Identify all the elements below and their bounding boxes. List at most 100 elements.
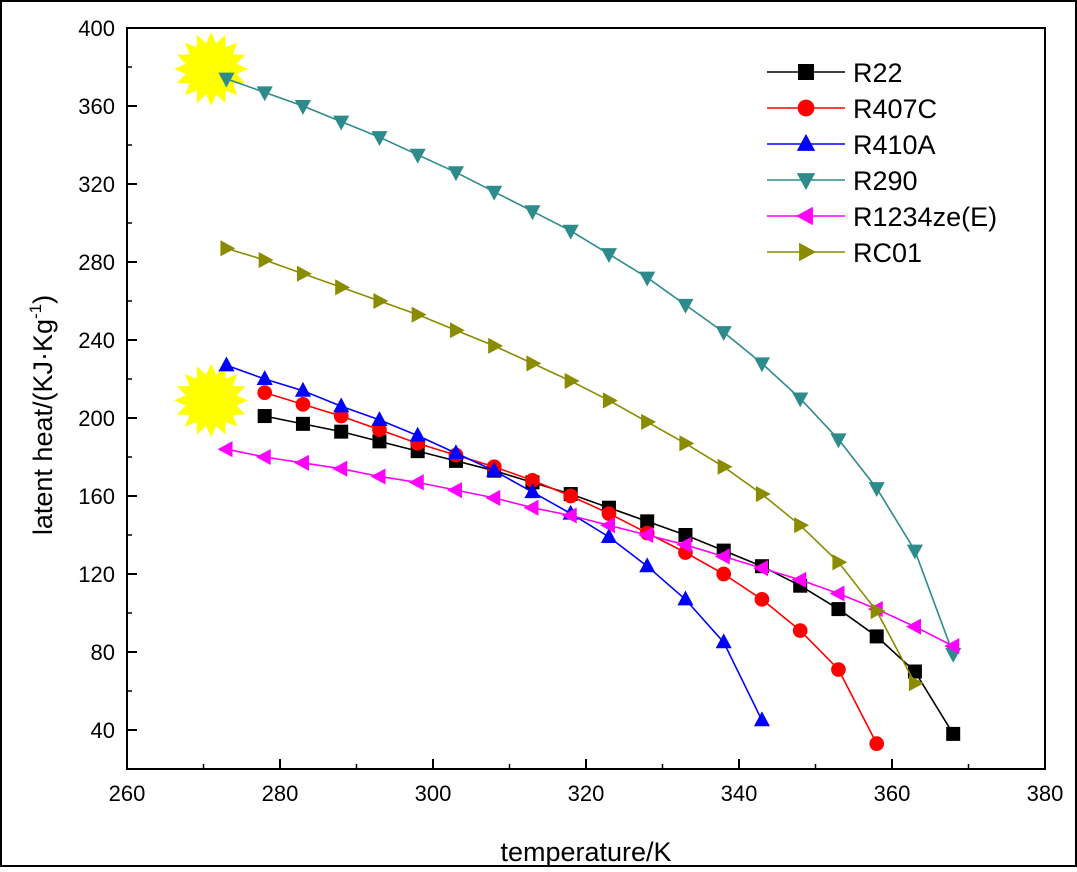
data-point — [294, 381, 311, 397]
legend-marker — [797, 99, 815, 117]
data-point — [294, 99, 311, 115]
data-point — [791, 571, 807, 588]
data-point — [257, 409, 272, 424]
legend: R22 R407C R410A R290 R1234ze(E) RC01 — [767, 58, 997, 268]
data-point — [561, 507, 577, 524]
data-point — [753, 560, 768, 577]
data-point — [256, 86, 273, 102]
data-point — [525, 473, 540, 488]
data-point — [220, 240, 236, 257]
series-line — [226, 448, 954, 647]
axis-ticks: 260 280 300 320 340 360 380 40 80 120 160 200 240 280… — [78, 16, 1063, 806]
x-tick-label: 320 — [568, 781, 605, 806]
data-point — [717, 458, 733, 475]
data-point — [295, 416, 310, 431]
data-point — [255, 448, 271, 466]
data-point — [870, 603, 886, 620]
data-point — [676, 536, 692, 553]
y-tick-label: 360 — [78, 94, 115, 119]
data-point — [754, 592, 770, 607]
data-point — [639, 271, 656, 287]
legend-marker — [796, 173, 816, 191]
data-point — [755, 486, 771, 503]
annotations — [174, 31, 249, 438]
y-tick-label: 320 — [78, 172, 115, 197]
legend-marker — [799, 242, 817, 262]
data-point — [294, 454, 309, 471]
data-point — [600, 517, 615, 534]
y-axis-label: latent heat/(KJ·Kg-1) — [26, 295, 58, 535]
x-tick-label: 340 — [721, 781, 758, 806]
starburst-marker — [174, 31, 249, 106]
data-point — [333, 408, 349, 424]
data-point — [602, 392, 618, 409]
data-point — [794, 517, 810, 534]
data-point — [908, 675, 924, 692]
data-point — [447, 482, 462, 499]
data-point — [524, 483, 541, 499]
y-tick-label: 280 — [78, 250, 115, 275]
data-point — [524, 205, 541, 221]
x-tick-label: 300 — [415, 781, 452, 806]
data-point — [373, 292, 389, 310]
data-point — [218, 356, 235, 372]
data-point — [333, 115, 350, 131]
x-tick-label: 380 — [1027, 781, 1064, 806]
data-point — [829, 585, 845, 602]
data-point — [714, 548, 730, 565]
data-point — [257, 385, 273, 400]
y-tick-label: 200 — [78, 406, 115, 431]
data-point — [409, 426, 426, 442]
data-point — [486, 461, 503, 477]
legend-marker — [795, 206, 813, 226]
data-point — [906, 544, 923, 560]
data-point — [409, 148, 426, 164]
data-point — [564, 372, 580, 389]
data-point — [679, 435, 695, 452]
data-point — [334, 424, 349, 439]
legend-label: R410A — [853, 130, 936, 160]
data-point — [869, 629, 884, 644]
series-rc01 — [220, 240, 924, 692]
data-point — [526, 355, 542, 372]
series-r290 — [218, 72, 962, 663]
data-point — [449, 322, 465, 339]
legend-marker — [796, 133, 816, 151]
data-point — [447, 444, 464, 460]
legend-marker — [798, 64, 814, 80]
data-point — [217, 441, 233, 458]
data-point — [601, 506, 617, 521]
x-tick-label: 360 — [874, 781, 911, 806]
data-point — [600, 528, 617, 543]
data-point — [868, 482, 885, 498]
data-point — [523, 499, 539, 516]
data-series — [217, 72, 962, 752]
starburst-marker — [174, 363, 249, 438]
data-point — [333, 397, 350, 413]
series-line — [226, 77, 954, 655]
data-point — [753, 357, 770, 373]
data-point — [944, 638, 960, 655]
legend-label: R290 — [853, 166, 918, 196]
data-point — [677, 298, 694, 314]
legend-label: RC01 — [853, 238, 922, 268]
data-point — [946, 726, 961, 741]
data-point — [411, 306, 427, 323]
y-tick-label: 80 — [91, 640, 115, 665]
y-tick-label: 40 — [91, 718, 115, 743]
legend-label: R407C — [853, 94, 937, 124]
data-point — [408, 474, 424, 491]
data-point — [372, 434, 387, 449]
data-point — [371, 131, 388, 147]
data-point — [830, 433, 847, 449]
data-point — [258, 252, 274, 269]
data-point — [792, 392, 809, 408]
data-point — [600, 248, 617, 264]
y-tick-label: 120 — [78, 562, 115, 587]
data-point — [677, 590, 694, 606]
legend-label: R1234ze(E) — [853, 202, 997, 232]
data-point — [831, 662, 846, 677]
